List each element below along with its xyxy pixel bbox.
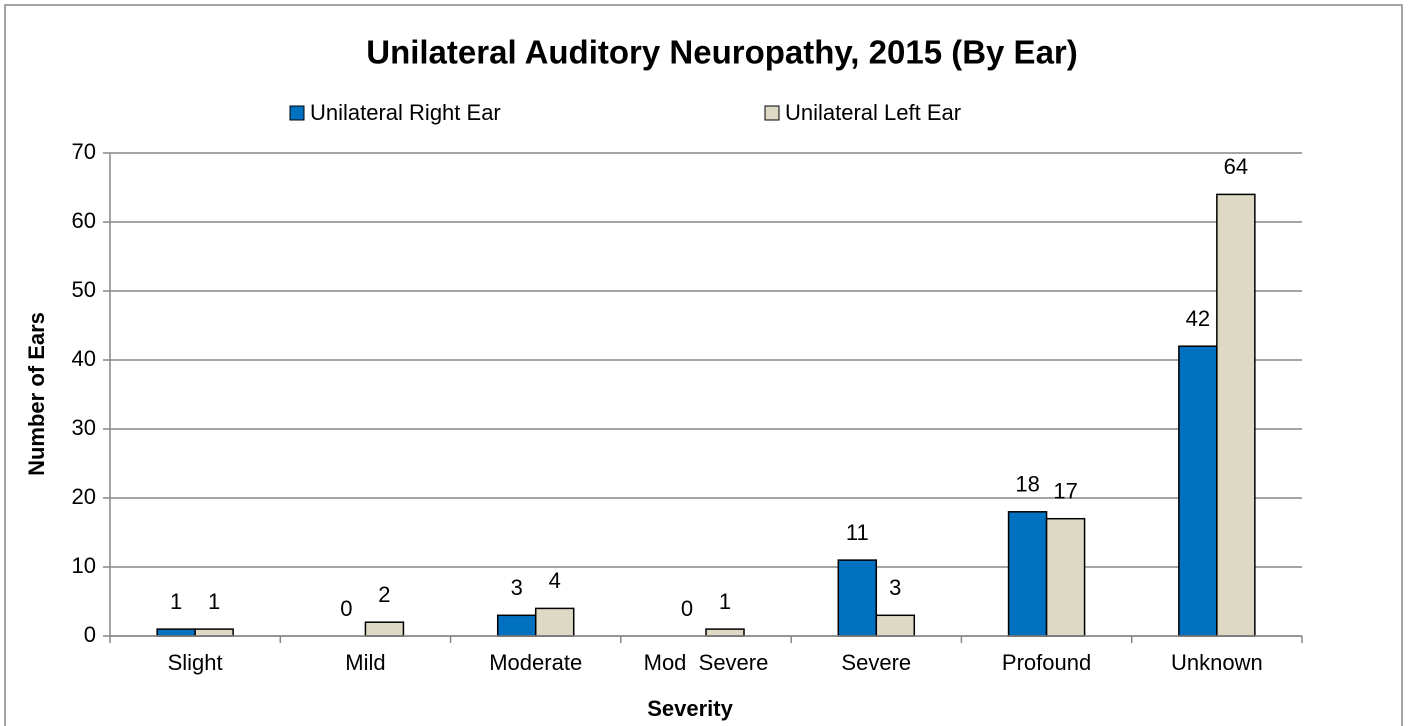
data-label: 1 <box>208 589 220 614</box>
y-tick-label: 10 <box>72 553 96 578</box>
chart-border <box>4 4 1403 726</box>
bar <box>1178 345 1218 637</box>
x-tick-label: Slight <box>168 650 223 675</box>
data-label: 1 <box>170 589 182 614</box>
data-label: 0 <box>340 596 352 621</box>
data-label: 11 <box>846 520 869 545</box>
data-label: 4 <box>549 568 561 593</box>
y-tick-label: 50 <box>72 277 96 302</box>
x-tick-label: Mod Severe <box>644 650 769 675</box>
legend-label: Unilateral Left Ear <box>785 100 961 125</box>
data-label: 64 <box>1224 154 1248 179</box>
bar <box>1216 193 1256 637</box>
data-label: 2 <box>378 582 390 607</box>
y-axis-title: Number of Ears <box>24 312 49 476</box>
bar <box>875 614 916 637</box>
data-label: 3 <box>889 575 901 600</box>
legend-swatch <box>289 105 305 121</box>
data-label: 0 <box>681 596 693 621</box>
y-tick-label: 60 <box>72 208 96 233</box>
x-tick-label: Moderate <box>489 650 582 675</box>
bar <box>534 607 575 637</box>
x-tick-label: Profound <box>1002 650 1091 675</box>
data-label: 1 <box>719 589 731 614</box>
y-tick-label: 20 <box>72 484 96 509</box>
y-tick-label: 70 <box>72 139 96 164</box>
legend-swatch <box>764 105 780 121</box>
bar <box>156 628 196 637</box>
bar <box>364 621 405 637</box>
y-tick-label: 30 <box>72 415 96 440</box>
x-tick-label: Severe <box>841 650 911 675</box>
bar <box>194 628 234 637</box>
bar <box>705 628 745 637</box>
y-tick-label: 40 <box>72 346 96 371</box>
y-tick-label: 0 <box>84 622 96 647</box>
data-label: 18 <box>1015 472 1039 497</box>
legend-label: Unilateral Right Ear <box>310 100 501 125</box>
data-label: 17 <box>1053 479 1077 504</box>
x-axis-title: Severity <box>647 696 733 721</box>
x-tick-label: Mild <box>345 650 385 675</box>
bar <box>1007 511 1048 637</box>
chart-title: Unilateral Auditory Neuropathy, 2015 (By… <box>366 34 1078 71</box>
bar <box>496 614 537 637</box>
bar <box>1045 517 1086 637</box>
x-tick-label: Unknown <box>1171 650 1263 675</box>
data-label: 42 <box>1186 306 1210 331</box>
bar <box>837 559 878 637</box>
data-label: 3 <box>511 575 523 600</box>
